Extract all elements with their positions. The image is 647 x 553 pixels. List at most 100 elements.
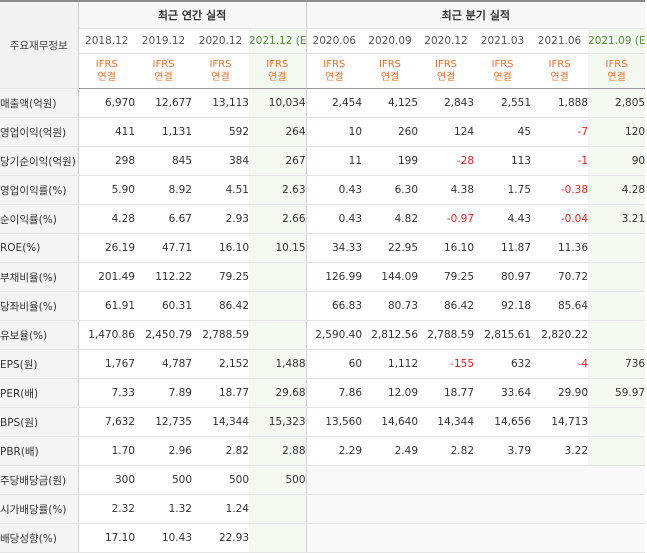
data-cell: 5.90	[78, 175, 135, 205]
data-cell: 2,843	[418, 88, 475, 118]
table-row: 매출액(억원) 6,970 12,677 13,113 10,034 2,454 4,125…	[0, 88, 646, 118]
data-cell	[362, 465, 419, 495]
data-cell: 7.33	[78, 378, 135, 408]
row-label: 부채비율(%)	[0, 262, 79, 292]
table-row: BPS(원) 7,632 12,735 14,344 15,323 13,560 14,64…	[0, 407, 646, 437]
ifrs-label: IFRS	[435, 59, 458, 70]
consolidated-label: 연결	[550, 72, 569, 83]
period-header: 2020.12	[192, 28, 249, 54]
data-cell: 13,113	[192, 88, 249, 118]
data-cell: 2,815.61	[474, 320, 532, 350]
data-cell: 47.71	[135, 233, 192, 263]
data-cell: 15,323	[249, 407, 307, 437]
data-cell: 411	[78, 117, 135, 147]
data-cell: 11	[305, 146, 363, 176]
data-cell	[588, 262, 646, 292]
table-row: 영업이익(억원) 411 1,131 592 264 10 260 124 45 -7 120	[0, 117, 646, 147]
table-row: PBR(배) 1.70 2.96 2.82 2.88 2.29 2.49 2.82 3.79 3.…	[0, 436, 646, 466]
data-cell: 500	[135, 465, 192, 495]
data-cell: -0.04	[531, 204, 589, 234]
row-label: 순이익률(%)	[0, 204, 79, 234]
table-header: 주요재무정보 최근 연간 실적 최근 분기 실적 2018.12 2019.12 2…	[0, 0, 646, 89]
ifrs-label: IFRS	[548, 59, 571, 70]
ifrs-label: IFRS	[266, 59, 289, 70]
data-cell: -1	[531, 146, 589, 176]
data-cell: 92.18	[474, 291, 532, 321]
data-cell	[249, 262, 307, 292]
data-cell: 6,970	[78, 88, 135, 118]
ifrs-label: IFRS	[323, 59, 346, 70]
data-cell	[588, 494, 646, 524]
data-cell: 2.49	[362, 436, 419, 466]
data-cell: 260	[362, 117, 419, 147]
data-cell	[418, 465, 475, 495]
consolidated-label: 연결	[97, 72, 116, 83]
data-cell: 14,656	[474, 407, 532, 437]
data-cell: 4.51	[192, 175, 249, 205]
data-cell	[588, 291, 646, 321]
period-header: 2021.03	[474, 28, 532, 54]
ifrs-consolidated-label: IFRS 연결	[418, 53, 475, 89]
data-cell: 86.42	[192, 291, 249, 321]
table-row: 유보율(%) 1,470.86 2,450.79 2,788.59 2,590.40 2,…	[0, 320, 646, 350]
period-header: 2019.12	[135, 28, 192, 54]
table-body: 매출액(억원) 6,970 12,677 13,113 10,034 2,454 4,125…	[0, 88, 646, 553]
data-cell: 66.83	[305, 291, 363, 321]
data-cell	[249, 320, 307, 350]
data-cell	[305, 523, 363, 553]
data-cell: 2.82	[192, 436, 249, 466]
data-cell: 384	[192, 146, 249, 176]
row-label: 유보율(%)	[0, 320, 79, 350]
data-cell: 34.33	[305, 233, 363, 263]
data-cell: 2,812.56	[362, 320, 419, 350]
data-cell: 1.70	[78, 436, 135, 466]
data-cell: 7.89	[135, 378, 192, 408]
data-cell: 45	[474, 117, 532, 147]
data-cell: 59.97	[588, 378, 646, 408]
data-cell: 60	[305, 349, 363, 379]
ifrs-consolidated-label: IFRS 연결	[78, 53, 135, 89]
data-cell: 1.24	[192, 494, 249, 524]
data-cell: 2,454	[305, 88, 363, 118]
data-cell: 4.43	[474, 204, 532, 234]
data-cell	[305, 494, 363, 524]
data-cell: 3.22	[531, 436, 589, 466]
data-cell: 632	[474, 349, 532, 379]
table-row: 주당배당금(원) 300 500 500 500	[0, 465, 646, 495]
data-cell	[588, 465, 646, 495]
data-cell: 2.96	[135, 436, 192, 466]
period-header: 2020.12	[418, 28, 475, 54]
row-label: 당좌비율(%)	[0, 291, 79, 321]
data-cell	[418, 523, 475, 553]
ifrs-label: IFRS	[209, 59, 232, 70]
data-cell: 2.88	[249, 436, 307, 466]
ifrs-consolidated-label: IFRS 연결	[588, 53, 646, 89]
data-cell: 14,344	[192, 407, 249, 437]
consolidated-label: 연결	[607, 72, 626, 83]
data-cell: 33.64	[474, 378, 532, 408]
data-cell: 2,788.59	[192, 320, 249, 350]
table-row: ROE(%) 26.19 47.71 16.10 10.15 34.33 22.95 16.1…	[0, 233, 646, 263]
row-label: ROE(%)	[0, 233, 79, 263]
ifrs-consolidated-label: IFRS 연결	[305, 53, 363, 89]
table-row: 영업이익률(%) 5.90 8.92 4.51 2.63 0.43 6.30 4.38 1.75…	[0, 175, 646, 205]
data-cell: 112.22	[135, 262, 192, 292]
data-cell: 592	[192, 117, 249, 147]
data-cell: 70.72	[531, 262, 589, 292]
data-cell: 126.99	[305, 262, 363, 292]
data-cell: 61.91	[78, 291, 135, 321]
data-cell	[474, 465, 532, 495]
data-cell: 4.28	[78, 204, 135, 234]
row-label: PER(배)	[0, 378, 79, 408]
data-cell: 11.87	[474, 233, 532, 263]
data-cell: 18.77	[418, 378, 475, 408]
ifrs-consolidated-label: IFRS 연결	[192, 53, 249, 89]
data-cell: 2,450.79	[135, 320, 192, 350]
data-cell: 10.15	[249, 233, 307, 263]
data-cell: 26.19	[78, 233, 135, 263]
table-row: 부채비율(%) 201.49 112.22 79.25 126.99 144.09 79.2…	[0, 262, 646, 292]
data-cell: 500	[192, 465, 249, 495]
data-cell	[474, 494, 532, 524]
data-cell: 4,125	[362, 88, 419, 118]
